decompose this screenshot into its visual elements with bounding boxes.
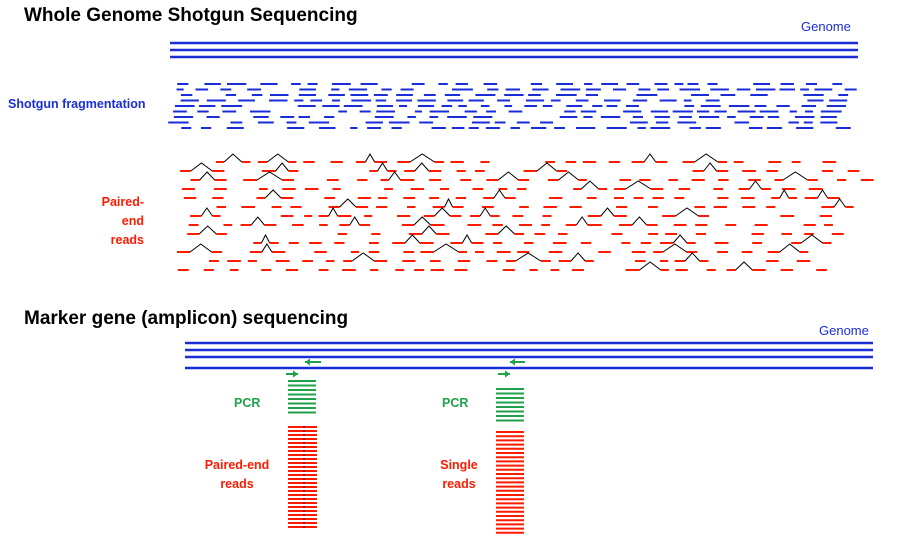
pair-connector [575, 216, 589, 226]
amplicon-title: Marker gene (amplicon) sequencing [24, 308, 349, 329]
pair-connector [536, 162, 558, 172]
pair-connector [328, 206, 339, 217]
pair-connector [421, 225, 437, 235]
pair-connector [631, 216, 648, 226]
pair-connector [377, 162, 388, 172]
pair-connector [600, 207, 615, 217]
pair-connector [703, 162, 717, 172]
pair-connector [275, 162, 289, 172]
pair-connector [515, 252, 542, 262]
wgs-paired-end-label: Paired-end reads [101, 195, 144, 247]
pair-connector [782, 171, 808, 181]
pair-connector [684, 252, 700, 262]
pair-connector [675, 207, 699, 217]
pair-connector [694, 153, 719, 163]
pair-connector [662, 243, 687, 253]
pair-connector [749, 180, 762, 190]
pair-connector [800, 234, 823, 244]
left-pcr-label: PCR [234, 396, 261, 410]
pair-connector [779, 188, 790, 199]
pair-connector [672, 234, 688, 244]
pair-connector [580, 180, 599, 190]
pair-connector [643, 153, 657, 163]
pair-connector [404, 234, 421, 244]
pair-connector [493, 189, 506, 199]
right-reverse-primer-head [510, 358, 515, 366]
pair-connector [264, 189, 282, 199]
pair-connector [364, 152, 376, 163]
pair-connector [461, 234, 473, 244]
right-forward-primer-head [505, 370, 510, 378]
right-pcr-label: PCR [442, 396, 469, 410]
pair-connector [479, 207, 491, 217]
pair-connector [414, 162, 430, 172]
pair-connector [444, 197, 454, 208]
left-forward-primer-head [293, 370, 298, 378]
pair-connector [261, 243, 273, 253]
pair-connector [497, 225, 515, 235]
pair-connector [250, 216, 265, 226]
pair-connector [625, 180, 652, 190]
pair-connector [190, 162, 213, 172]
pair-connector [260, 233, 271, 244]
pair-connector [198, 225, 217, 235]
left-paired-end-label: Paired-end reads [204, 458, 270, 491]
amplicon-genome-label: Genome [819, 323, 869, 338]
pair-connector [189, 243, 212, 253]
pair-connector [497, 171, 519, 181]
pair-connector [223, 153, 243, 163]
right-single-reads-label: Single reads [440, 458, 478, 491]
pair-connector [349, 216, 361, 226]
pair-connector [735, 261, 753, 271]
pair-connector [639, 261, 662, 271]
pair-connector [570, 252, 586, 262]
pair-connector [779, 243, 801, 253]
pair-connector [339, 198, 357, 208]
pair-connector [266, 153, 289, 163]
wgs-genome-label: Genome [801, 19, 851, 34]
pair-connector [388, 171, 401, 181]
left-reverse-primer-head [305, 358, 310, 366]
pair-connector [433, 207, 451, 217]
pair-connector [433, 243, 459, 253]
pair-connector [200, 207, 213, 217]
wgs-title: Whole Genome Shotgun Sequencing [24, 5, 358, 26]
pair-connector [816, 189, 829, 199]
pair-connector [351, 252, 375, 262]
pair-connector [413, 216, 431, 226]
pair-connector [558, 171, 579, 181]
pair-connector [833, 198, 846, 208]
pair-connector [256, 171, 283, 181]
pair-connector [199, 171, 216, 181]
pair-connector [409, 153, 435, 163]
shotgun-fragmentation-label: Shotgun fragmentation [8, 97, 146, 111]
